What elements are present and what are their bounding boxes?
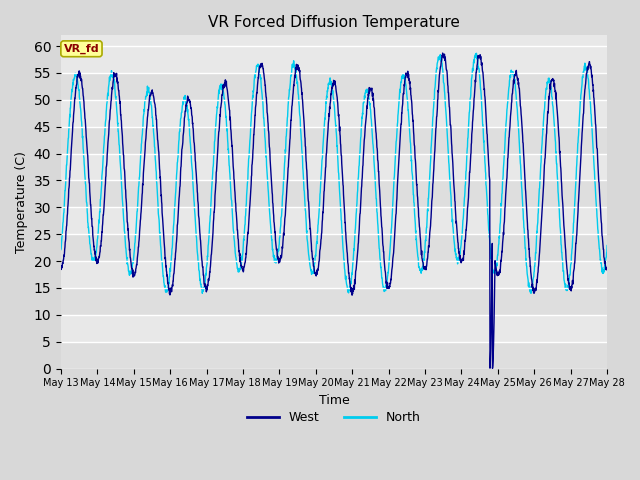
Y-axis label: Temperature (C): Temperature (C) xyxy=(15,151,28,253)
Text: VR_fd: VR_fd xyxy=(63,44,99,54)
Bar xyxy=(61,180,607,207)
Legend: West, North: West, North xyxy=(243,406,426,429)
Bar xyxy=(61,127,607,154)
X-axis label: Time: Time xyxy=(319,394,349,407)
Title: VR Forced Diffusion Temperature: VR Forced Diffusion Temperature xyxy=(208,15,460,30)
Bar xyxy=(61,73,607,100)
Bar xyxy=(61,234,607,261)
Bar xyxy=(61,288,607,315)
Bar xyxy=(61,342,607,369)
